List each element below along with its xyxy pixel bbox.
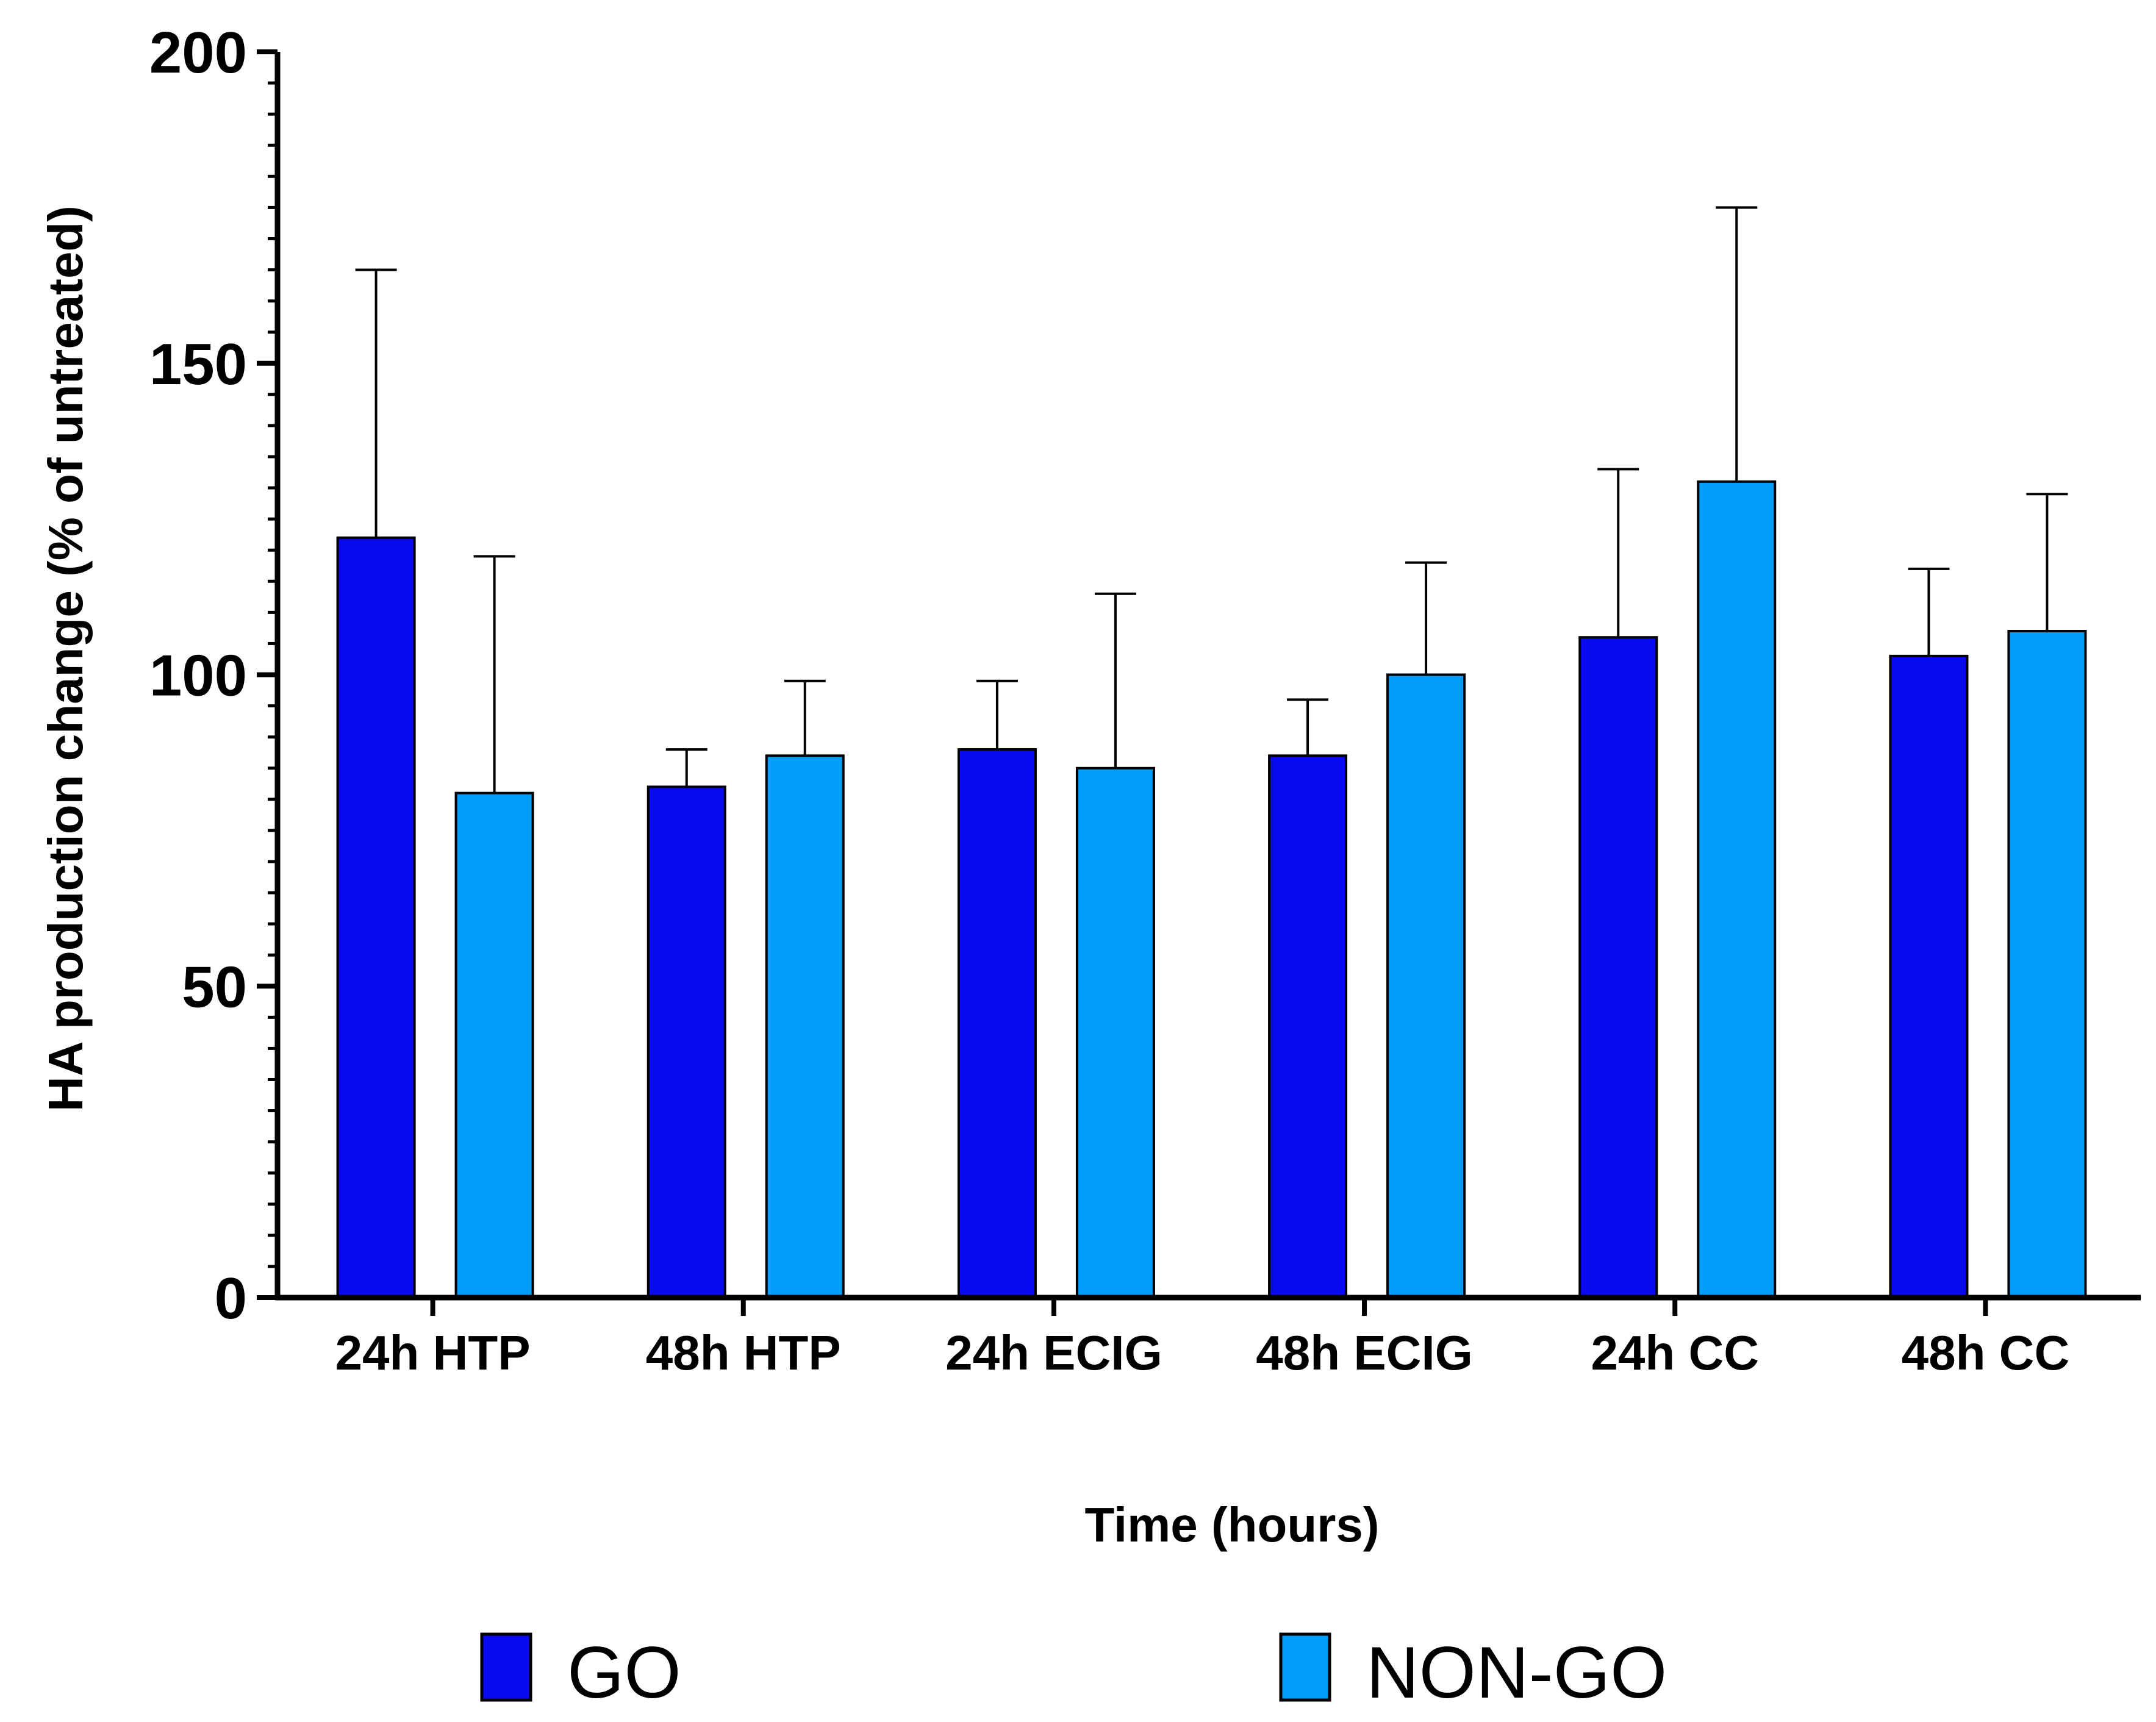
y-tick-label-0: 0 [215,1266,247,1331]
bar-non-go-24h-cc [1697,480,1777,1299]
bar-non-go-48h-cc [2007,629,2087,1299]
bar-go-48h-htp [646,785,726,1299]
legend-item-go: GO [480,1632,681,1713]
legend-label-non-go: NON-GO [1366,1632,1667,1713]
y-axis: 0 50 100 150 200 [149,20,281,1331]
bar-non-go-24h-ecig [1075,766,1155,1299]
x-tick-label-24h-ecig: 24h ECIG [945,1326,1162,1380]
x-tick-label-24h-cc: 24h CC [1591,1326,1759,1380]
y-tick-label-150: 150 [149,332,247,397]
bar-go-48h-cc [1889,654,1969,1299]
plot-area [336,206,2087,1299]
legend-item-non-go: NON-GO [1279,1632,1667,1713]
x-tick-label-48h-ecig: 48h ECIG [1256,1326,1473,1380]
legend-swatch-non-go [1279,1632,1331,1702]
bar-go-48h-ecig [1268,754,1348,1299]
y-tick-label-100: 100 [149,643,247,709]
legend-label-go: GO [567,1632,681,1713]
x-axis: 24h HTP 48h HTP 24h ECIG 48h ECIG 24h CC 48h … [275,1295,2141,1380]
bar-non-go-48h-htp [765,754,845,1299]
bar-go-24h-htp [336,536,416,1299]
y-tick-label-50: 50 [182,954,247,1020]
x-tick-label-48h-htp: 48h HTP [646,1326,841,1380]
legend-swatch-go [480,1632,532,1702]
legend: GO NON-GO [480,1632,1667,1713]
x-tick-label-48h-cc: 48h CC [1902,1326,2070,1380]
bar-non-go-24h-htp [454,791,534,1299]
x-tick-label-24h-htp: 24h HTP [335,1326,531,1380]
x-axis-title: Time (hours) [1084,1498,1379,1552]
bar-go-24h-ecig [957,748,1037,1299]
y-tick-label-200: 200 [149,20,247,85]
bar-non-go-48h-ecig [1386,673,1466,1299]
y-axis-title: HA production change (% of untreated) [38,205,93,1112]
bar-go-24h-cc [1578,636,1658,1299]
